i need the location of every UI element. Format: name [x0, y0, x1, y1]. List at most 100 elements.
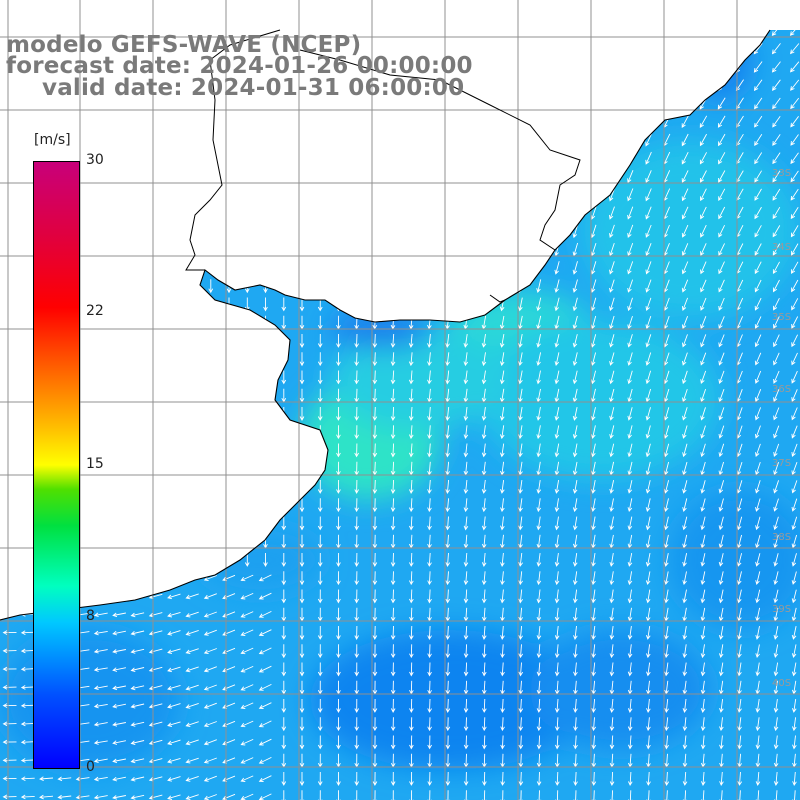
wind-arrow: [754, 279, 762, 293]
wind-arrow: [463, 662, 469, 677]
wind-arrow: [481, 662, 487, 677]
wind-arrow: [791, 461, 798, 476]
valid-date: valid date: 2024-01-31 06:00:00: [42, 75, 465, 101]
wind-arrow: [664, 662, 669, 677]
wind-arrow: [609, 407, 615, 421]
wind-arrow: [281, 297, 287, 312]
wind-arrow: [682, 370, 688, 385]
wind-arrow: [773, 407, 780, 421]
wind-arrow: [645, 443, 651, 458]
wind-arrow: [445, 498, 451, 513]
wind-arrow: [463, 516, 469, 531]
wind-arrow: [354, 698, 359, 713]
wind-arrow: [609, 553, 614, 567]
wind-arrow: [203, 593, 217, 600]
wind-arrow: [682, 626, 688, 640]
wind-arrow: [408, 443, 414, 458]
wind-arrow: [772, 134, 781, 146]
wind-arrow: [646, 698, 651, 713]
wind-arrow: [591, 698, 596, 713]
wind-arrow: [463, 425, 469, 440]
wind-arrow: [791, 407, 798, 421]
wind-arrow: [700, 516, 706, 531]
wind-arrow: [700, 698, 706, 713]
wind-arrow: [185, 629, 199, 636]
wind-arrow: [591, 443, 596, 458]
wind-arrow: [427, 370, 432, 385]
wind-arrow: [354, 662, 359, 677]
wind-arrow: [518, 771, 524, 786]
wind-arrow: [75, 794, 90, 800]
wind-arrow: [317, 498, 323, 513]
wind-arrow: [390, 406, 396, 421]
wind-arrow: [755, 553, 761, 567]
wind-arrow: [499, 443, 505, 458]
wind-arrow: [772, 79, 781, 91]
wind-arrow: [554, 334, 560, 348]
wind-arrow: [500, 625, 505, 640]
wind-arrow: [681, 133, 689, 147]
wind-arrow: [700, 553, 706, 567]
wind-arrow: [481, 571, 487, 586]
wind-arrow: [719, 735, 724, 750]
wind-arrow: [681, 297, 689, 311]
wind-arrow: [258, 702, 272, 709]
wind-arrow: [167, 666, 181, 673]
wind-arrow: [408, 516, 414, 531]
wind-arrow: [482, 735, 487, 750]
wind-arrow: [681, 279, 689, 293]
wind-arrow: [627, 261, 634, 275]
wind-arrow: [718, 225, 726, 238]
wind-arrow: [372, 498, 378, 513]
wind-arrow: [791, 553, 797, 567]
wind-arrow: [167, 684, 181, 691]
wind-arrow: [590, 242, 597, 257]
wind-arrow: [572, 279, 578, 293]
wind-arrow: [427, 735, 432, 750]
wind-arrow: [185, 593, 199, 600]
wind-arrow: [518, 644, 524, 659]
wind-arrow: [427, 516, 432, 531]
model-title: modelo GEFS-WAVE (NCEP): [6, 32, 362, 58]
wind-arrow: [354, 571, 359, 586]
wind-arrow: [609, 589, 615, 604]
wind-arrow: [372, 698, 378, 713]
wind-arrow: [646, 662, 651, 677]
wind-arrow: [299, 735, 305, 750]
wind-arrow: [427, 406, 432, 421]
wind-arrow: [390, 498, 396, 513]
wind-arrow: [718, 206, 726, 220]
wind-arrow: [790, 97, 800, 110]
wind-arrow: [481, 516, 487, 531]
wind-arrow: [645, 480, 651, 494]
wind-arrow: [336, 571, 341, 586]
wind-arrow: [372, 662, 378, 677]
wind-arrow: [167, 776, 181, 782]
wind-arrow: [573, 589, 578, 604]
wind-arrow: [700, 206, 707, 220]
wind-arrow: [718, 662, 724, 677]
wind-arrow: [772, 170, 781, 183]
wind-arrow: [2, 739, 17, 745]
wind-arrow: [185, 684, 199, 691]
wind-arrow: [700, 243, 707, 257]
wind-arrow: [427, 443, 432, 458]
wind-arrow: [718, 553, 724, 567]
wind-arrow: [572, 443, 578, 458]
wind-arrow: [700, 370, 707, 384]
wind-arrow: [682, 589, 687, 604]
wind-arrow: [737, 771, 743, 786]
wind-arrow: [536, 480, 542, 494]
wind-arrow: [57, 794, 72, 800]
forecast-date: forecast date: 2024-01-26 00:00:00: [6, 53, 473, 79]
wind-arrow: [463, 698, 469, 713]
wind-arrow: [167, 630, 181, 636]
wind-arrow: [554, 498, 560, 513]
wind-arrow: [609, 735, 615, 750]
wind-arrow: [736, 498, 743, 512]
wind-arrow: [482, 771, 487, 786]
wind-arrow: [664, 644, 669, 659]
wind-arrow: [281, 717, 287, 732]
wind-arrow: [790, 170, 799, 183]
wind-arrow: [518, 589, 523, 604]
